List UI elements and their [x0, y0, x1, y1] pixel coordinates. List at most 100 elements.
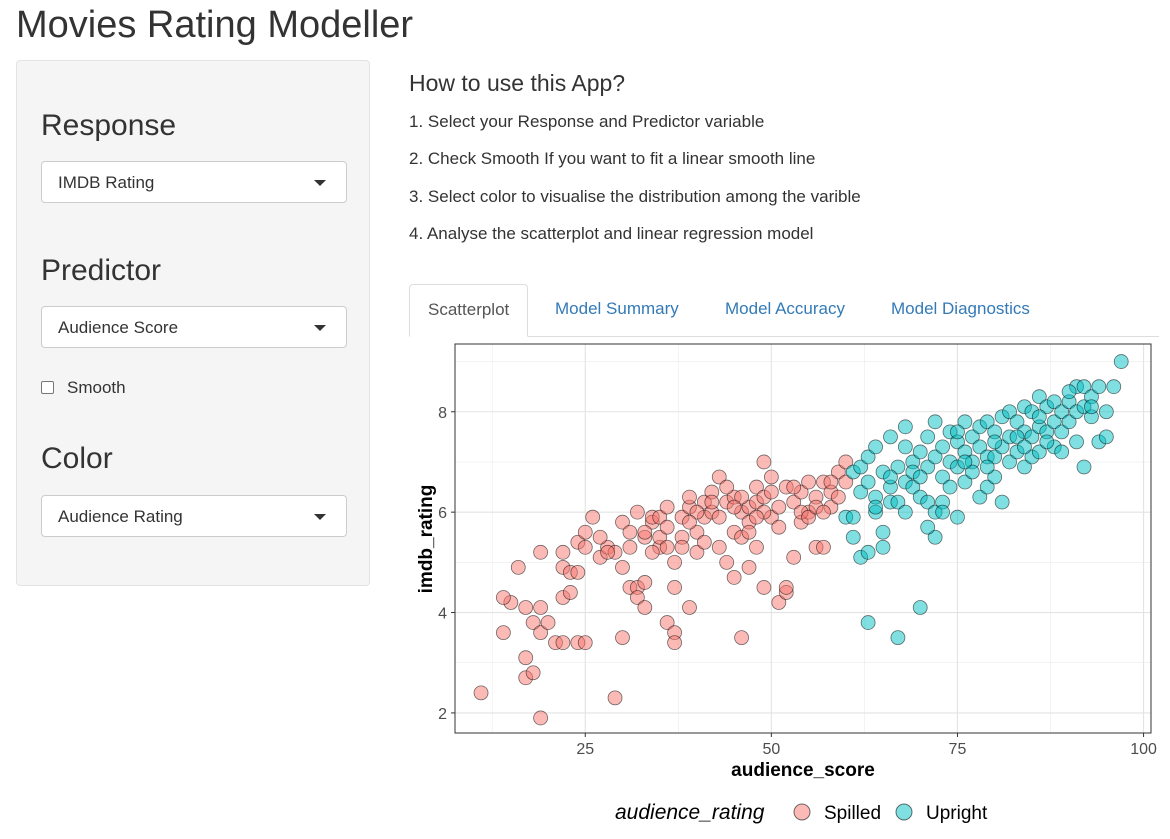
data-point-spilled [659, 499, 675, 515]
response-label: Response [41, 109, 177, 142]
data-point-upright [860, 615, 876, 630]
data-point-spilled [629, 590, 645, 605]
data-point-spilled [533, 710, 549, 726]
data-point-spilled [696, 534, 712, 550]
data-point-spilled [607, 690, 623, 706]
data-point-spilled [659, 519, 675, 535]
legend-key-upright [895, 803, 913, 821]
data-point-upright [853, 484, 869, 500]
plot-grid [455, 344, 1151, 733]
data-point-spilled [830, 464, 846, 480]
data-point-upright [957, 454, 973, 470]
plot-axes: 25 50 75 100 2 4 6 8 [438, 405, 1157, 758]
data-point-spilled [667, 554, 682, 570]
data-point-spilled [786, 479, 802, 495]
data-point-spilled [823, 474, 839, 490]
tab-model-accuracy[interactable]: Model Accuracy [725, 299, 845, 318]
data-point-upright [979, 459, 995, 475]
data-point-spilled [570, 564, 586, 580]
help-step-3: 3. Select color to visualise the distrib… [409, 187, 861, 206]
data-point-spilled [778, 580, 794, 595]
x-tick-label: 75 [949, 741, 967, 758]
smooth-checkbox-label[interactable]: Smooth [67, 378, 126, 397]
legend-title: audience_rating [615, 801, 765, 824]
data-point-upright [942, 479, 958, 495]
data-point-spilled [801, 509, 816, 525]
data-point-spilled [652, 529, 668, 545]
smooth-checkbox[interactable] [41, 381, 54, 394]
predictor-select-value: Audience Score [58, 318, 179, 337]
plot-legend: audience_rating Spilled Upright [615, 801, 988, 824]
y-tick-label: 8 [438, 405, 447, 422]
data-point-upright [1098, 404, 1114, 420]
color-select[interactable]: Audience Rating [41, 495, 347, 537]
data-point-upright [1024, 429, 1040, 445]
data-point-upright [927, 529, 943, 545]
data-point-spilled [838, 454, 854, 470]
data-point-spilled [771, 499, 787, 515]
data-point-spilled [615, 559, 630, 575]
data-point-spilled [555, 635, 571, 651]
data-point-upright [1061, 384, 1077, 400]
data-point-upright [845, 529, 861, 545]
data-point-spilled [622, 524, 638, 540]
data-point-spilled [533, 544, 549, 560]
color-select-value: Audience Rating [58, 507, 183, 526]
data-point-upright [1009, 414, 1025, 430]
data-point-upright [957, 474, 973, 490]
data-point-upright [987, 449, 1003, 465]
data-point-spilled [711, 539, 727, 555]
data-point-upright [1046, 394, 1062, 410]
tab-model-diagnostics[interactable]: Model Diagnostics [891, 299, 1030, 318]
data-point-spilled [756, 580, 772, 595]
data-point-upright [1009, 429, 1025, 445]
data-point-spilled [592, 529, 608, 545]
data-point-spilled [577, 524, 593, 540]
data-point-spilled [682, 600, 697, 615]
data-point-spilled [518, 650, 534, 666]
data-point-upright [860, 544, 876, 560]
x-tick-label: 50 [762, 741, 780, 758]
data-point-upright [868, 499, 883, 515]
help-step-2: 2. Check Smooth If you want to fit a lin… [409, 149, 816, 168]
data-point-upright [964, 464, 980, 480]
data-point-spilled [749, 479, 764, 495]
data-point-spilled [659, 615, 675, 630]
data-point-upright [927, 414, 943, 430]
data-point-spilled [741, 524, 757, 540]
help-step-4: 4. Analyse the scatterplot and linear re… [409, 224, 814, 243]
data-point-spilled [749, 539, 764, 555]
data-point-spilled [577, 539, 593, 555]
data-point-spilled [741, 559, 757, 575]
data-point-upright [1091, 379, 1107, 395]
data-point-spilled [637, 575, 653, 590]
y-axis-title: imdb_rating [416, 485, 437, 594]
data-point-upright [875, 524, 891, 540]
data-point-spilled [786, 549, 802, 565]
data-point-spilled [585, 509, 601, 525]
legend-label-spilled: Spilled [824, 803, 881, 824]
plot-points [473, 354, 1129, 726]
response-select-value: IMDB Rating [58, 173, 155, 192]
data-point-upright [1069, 434, 1084, 450]
data-point-upright [1076, 459, 1092, 475]
data-point-spilled [830, 489, 846, 505]
data-point-spilled [555, 544, 571, 560]
data-point-upright [935, 504, 950, 520]
tab-scatterplot[interactable]: Scatterplot [409, 284, 529, 337]
data-point-upright [860, 474, 876, 490]
response-select[interactable]: IMDB Rating [41, 161, 347, 203]
data-point-upright [935, 439, 950, 455]
data-point-spilled [816, 504, 831, 520]
data-point-spilled [838, 474, 854, 490]
caret-down-icon [314, 514, 326, 520]
tab-model-summary[interactable]: Model Summary [555, 299, 679, 318]
data-point-spilled [644, 544, 660, 560]
predictor-select[interactable]: Audience Score [41, 306, 347, 348]
data-point-spilled [495, 590, 511, 605]
data-point-spilled [533, 600, 549, 615]
data-point-spilled [533, 625, 549, 641]
data-point-spilled [525, 665, 541, 681]
data-point-upright [957, 414, 973, 430]
data-point-upright [1031, 409, 1047, 425]
